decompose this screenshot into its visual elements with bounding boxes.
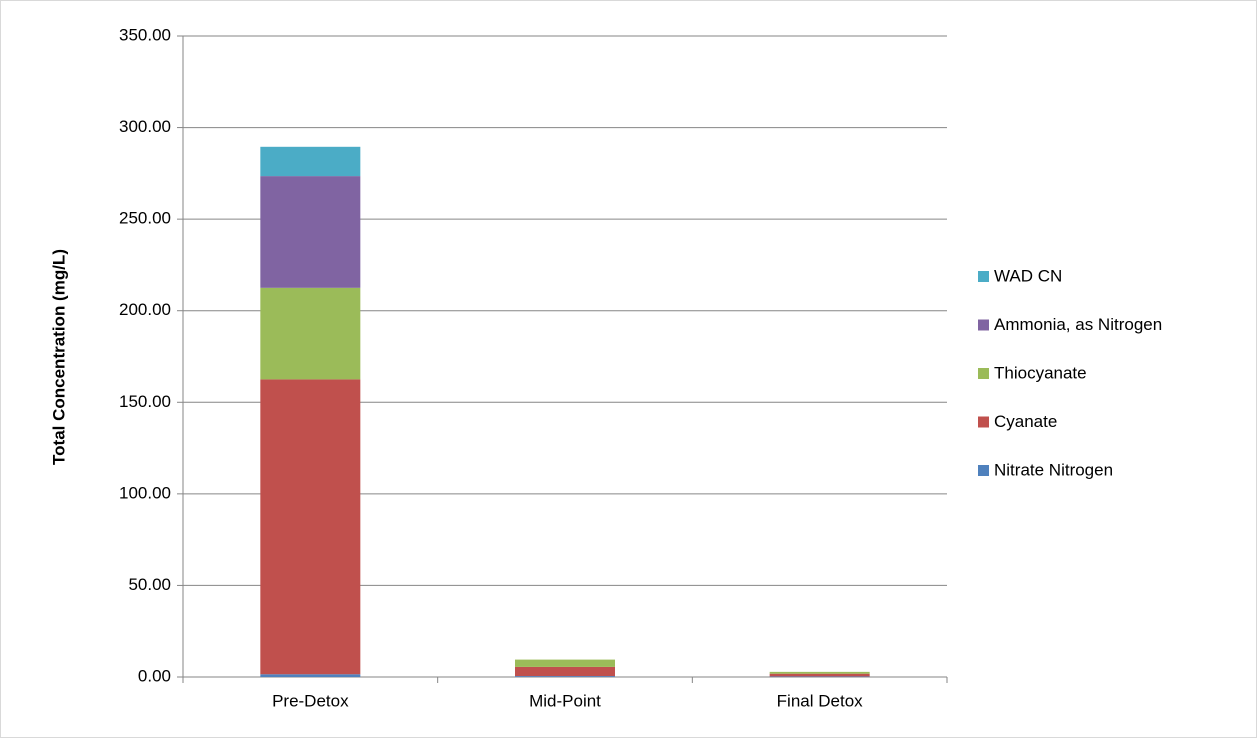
legend-label: Nitrate Nitrogen xyxy=(994,460,1113,479)
y-tick-label: 0.00 xyxy=(138,666,171,685)
y-tick-label: 100.00 xyxy=(119,483,171,502)
legend-swatch xyxy=(978,368,989,379)
bar-segment xyxy=(769,676,870,677)
y-tick-label: 50.00 xyxy=(128,575,171,594)
y-tick-label: 150.00 xyxy=(119,392,171,411)
legend-swatch xyxy=(978,416,989,428)
bar-segment xyxy=(769,671,870,674)
bar-segment xyxy=(260,379,361,675)
legend-swatch xyxy=(978,465,989,476)
x-tick-label: Pre-Detox xyxy=(272,691,349,710)
bar-segment xyxy=(515,676,615,677)
bar-segment xyxy=(260,176,361,288)
x-tick-label: Mid-Point xyxy=(529,691,601,710)
legend-label: WAD CN xyxy=(994,266,1062,285)
x-tick-label: Final Detox xyxy=(777,691,863,710)
bar-segment xyxy=(260,287,361,380)
y-tick-label: 300.00 xyxy=(119,117,171,136)
legend-swatch xyxy=(978,319,989,331)
bar-segment xyxy=(515,659,615,667)
legend-label: Cyanate xyxy=(994,412,1057,431)
legend-label: Thiocyanate xyxy=(994,363,1087,382)
bar-segment xyxy=(260,674,361,677)
bar-segment xyxy=(260,146,361,177)
y-tick-label: 350.00 xyxy=(119,25,171,44)
y-tick-label: 200.00 xyxy=(119,300,171,319)
bar-segment xyxy=(515,666,615,677)
bar-segment xyxy=(769,673,870,677)
legend-swatch xyxy=(978,271,989,282)
y-axis-title: Total Concentration (mg/L) xyxy=(49,249,68,465)
legend-label: Ammonia, as Nitrogen xyxy=(994,315,1162,334)
y-tick-label: 250.00 xyxy=(119,209,171,228)
